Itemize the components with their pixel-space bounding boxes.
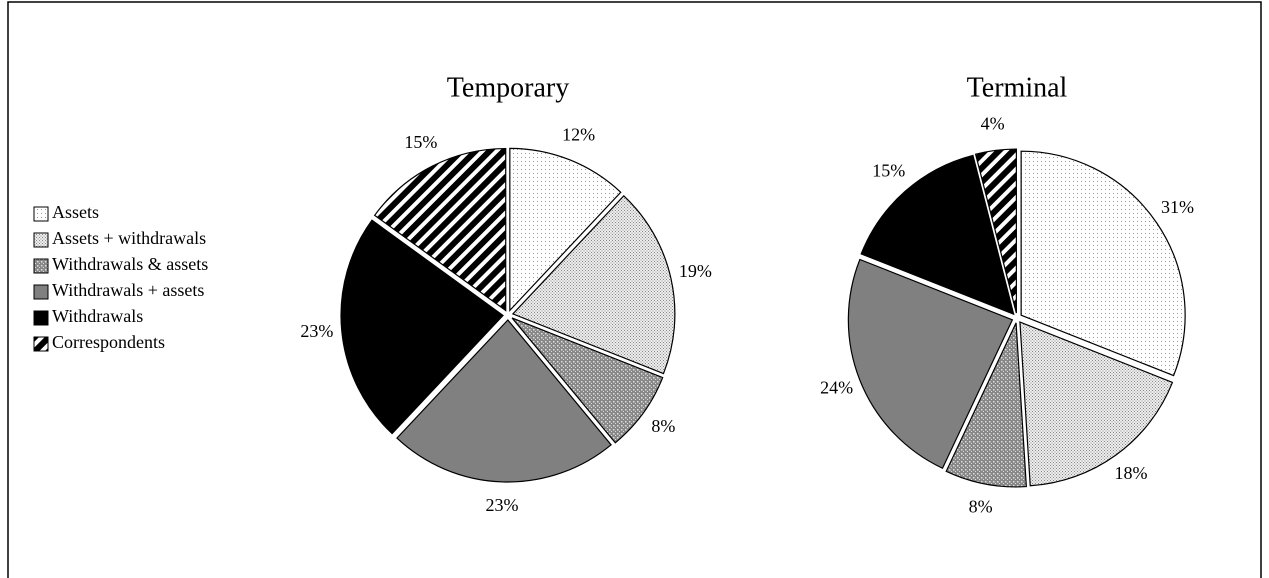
pie-slice [509, 147, 622, 312]
legend-label: Assets + withdrawals [52, 228, 206, 248]
value-label: 24% [820, 378, 853, 398]
value-label: 31% [1161, 197, 1194, 217]
legend-label: Withdrawals + assets [52, 280, 204, 300]
value-label: 8% [651, 416, 675, 436]
legend-swatch [33, 284, 49, 300]
frame [7, 1, 1262, 578]
pie-slice [511, 317, 664, 444]
legend-swatch [33, 258, 49, 274]
chart-title: Temporary [447, 72, 569, 103]
pie-slice [1019, 321, 1174, 487]
value-label: 18% [1115, 463, 1148, 483]
value-label: 23% [485, 495, 518, 515]
legend-label: Assets [52, 202, 99, 222]
pie-slice [1020, 150, 1186, 377]
pie-slice [974, 148, 1017, 314]
legend-swatch [33, 310, 49, 326]
legend-label: Correspondents [52, 332, 165, 352]
pie-slice [396, 319, 612, 483]
legend-label: Withdrawals [52, 306, 143, 326]
value-label: 19% [679, 261, 712, 281]
legend-swatch [33, 232, 49, 248]
pie-slice [511, 194, 676, 375]
legend-label: Withdrawals & assets [52, 254, 208, 274]
pie-slice [860, 154, 1015, 316]
pie-slice [945, 322, 1027, 488]
value-label: 12% [562, 125, 595, 145]
value-label: 15% [404, 132, 437, 152]
value-label: 23% [300, 321, 333, 341]
value-label: 4% [981, 114, 1005, 134]
pie-slice [847, 258, 1014, 470]
legend-swatch [33, 206, 49, 222]
chart-title: Terminal [967, 72, 1068, 103]
legend-swatch [33, 336, 49, 352]
pie-slice [373, 147, 507, 312]
value-label: 15% [872, 161, 905, 181]
pie-slice [340, 219, 504, 435]
value-label: 8% [969, 497, 993, 517]
